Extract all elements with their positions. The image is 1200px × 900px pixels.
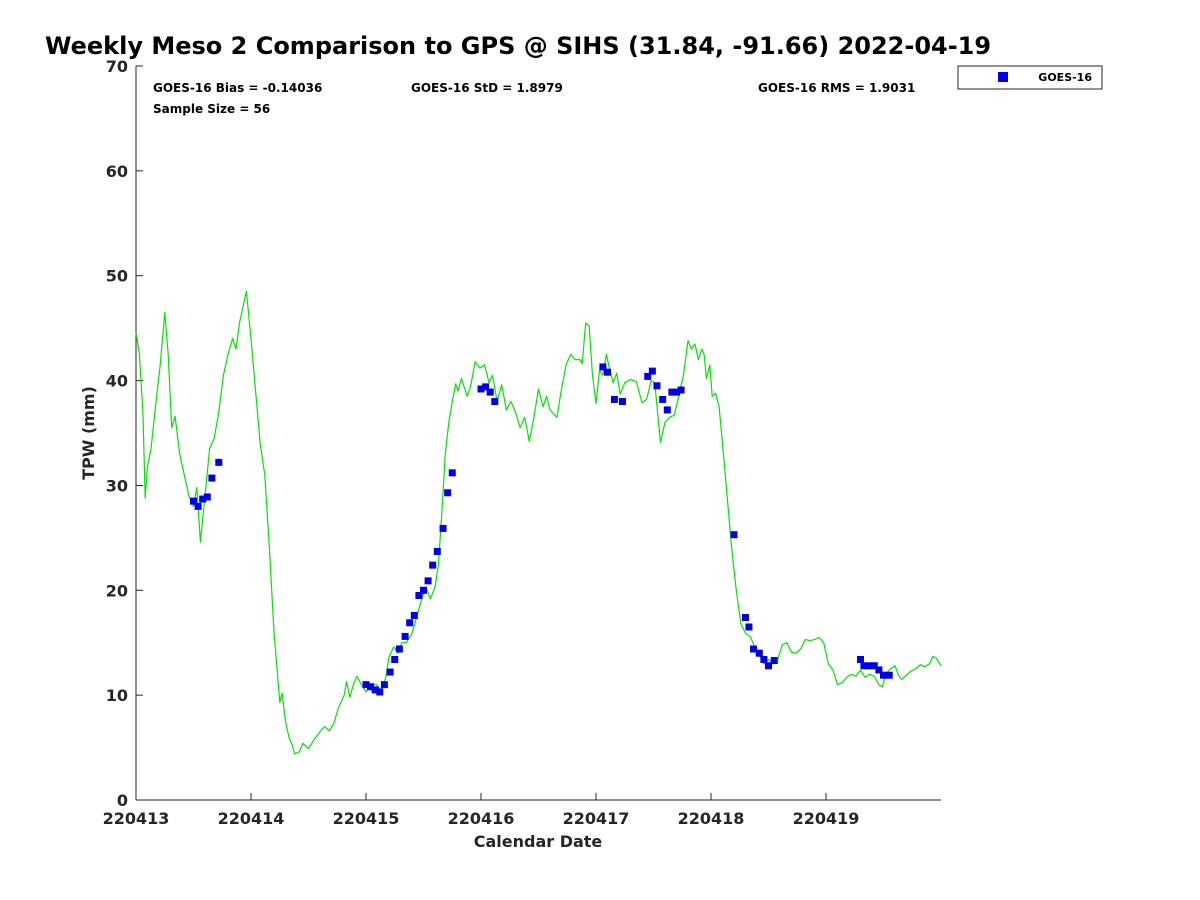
stat-std: GOES-16 StD = 1.8979	[411, 81, 563, 95]
y-tick-label: 70	[106, 57, 128, 76]
goes16-point	[208, 474, 216, 482]
goes16-point	[424, 577, 432, 585]
goes16-point	[760, 655, 768, 663]
goes16-point	[604, 368, 611, 376]
goes16-point	[376, 688, 384, 696]
x-axis-label: Calendar Date	[474, 832, 603, 851]
x-tick-label: 220414	[218, 809, 285, 828]
goes16-point	[644, 372, 652, 380]
goes16-point	[648, 367, 656, 375]
goes16-point	[444, 489, 452, 497]
x-tick-label: 220418	[678, 809, 745, 828]
goes16-point	[860, 662, 868, 670]
x-tick-label: 220416	[448, 809, 515, 828]
goes16-point	[668, 388, 676, 396]
goes16-point	[765, 662, 772, 670]
goes16-point	[386, 668, 394, 676]
x-tick-label: 220419	[793, 809, 860, 828]
goes16-point	[857, 655, 864, 663]
goes16-point	[362, 681, 370, 689]
goes16-point	[866, 662, 874, 670]
goes16-point	[371, 686, 379, 694]
goes16-point	[730, 531, 738, 539]
goes16-point	[491, 398, 499, 406]
stat-rms: GOES-16 RMS = 1.9031	[758, 81, 915, 95]
goes16-point	[380, 681, 388, 689]
goes16-point	[875, 666, 883, 674]
goes16-point	[401, 632, 409, 640]
legend-label-goes16: GOES-16	[1038, 71, 1092, 84]
chart-title: Weekly Meso 2 Comparison to GPS @ SIHS (…	[45, 32, 991, 60]
goes16-point	[659, 395, 667, 403]
x-tick-label: 220413	[103, 809, 170, 828]
gps-line-group	[135, 290, 942, 755]
y-tick-label: 40	[106, 372, 128, 391]
y-axis-label: TPW (mm)	[79, 386, 98, 480]
goes16-point	[433, 547, 441, 555]
stat-bias: GOES-16 Bias = -0.14036	[153, 81, 322, 95]
stat-sample-size: Sample Size = 56	[153, 102, 270, 116]
goes16-point	[429, 561, 437, 569]
y-tick-label: 10	[106, 686, 128, 705]
y-tick-label: 60	[106, 162, 128, 181]
goes16-point	[482, 383, 490, 391]
gps-series-line	[135, 290, 942, 755]
goes16-point	[610, 395, 618, 403]
x-tick-label: 220417	[563, 809, 630, 828]
y-tick-label: 30	[106, 476, 128, 495]
plot-area: 0 10 20 30 40 50 60 70 220413 220414 220415 220416…	[103, 57, 942, 828]
goes16-points	[190, 363, 893, 696]
y-ticks: 0 10 20 30 40 50 60 70	[106, 57, 143, 810]
goes16-point	[203, 493, 211, 501]
goes16-point	[745, 623, 753, 631]
goes16-point	[395, 645, 403, 653]
goes16-point	[677, 386, 685, 394]
goes16-point	[367, 683, 375, 691]
goes16-point	[770, 657, 778, 665]
goes16-point	[742, 614, 749, 622]
goes16-point	[415, 592, 423, 600]
goes16-point	[477, 385, 485, 393]
y-tick-label: 20	[106, 581, 128, 600]
goes16-point	[406, 619, 414, 627]
legend-marker-goes16	[998, 72, 1008, 82]
goes16-point	[420, 586, 427, 594]
goes16-point	[880, 671, 887, 679]
goes16-point	[215, 458, 223, 466]
goes16-point	[755, 649, 763, 657]
y-tick-label: 0	[117, 791, 128, 810]
goes16-point	[410, 611, 418, 619]
x-ticks: 220413 220414 220415 220416 220417 220418 2204…	[103, 793, 860, 828]
x-tick-label: 220415	[333, 809, 400, 828]
goes16-point	[673, 388, 680, 396]
legend-box	[957, 65, 1103, 90]
goes16-point	[885, 671, 893, 679]
goes16-point	[599, 363, 607, 371]
goes16-point	[653, 382, 661, 390]
goes16-point	[194, 502, 202, 510]
goes16-point	[618, 398, 626, 406]
goes16-point	[199, 495, 207, 503]
goes16-point	[870, 662, 878, 670]
legend: GOES-16	[957, 65, 1103, 90]
y-tick-label: 50	[106, 267, 128, 286]
goes16-point	[391, 655, 399, 663]
goes16-point	[190, 497, 197, 505]
goes16-point	[486, 388, 494, 396]
goes16-point	[663, 406, 671, 414]
goes16-point	[448, 469, 456, 477]
goes16-point	[750, 645, 758, 653]
goes16-point	[439, 524, 447, 532]
